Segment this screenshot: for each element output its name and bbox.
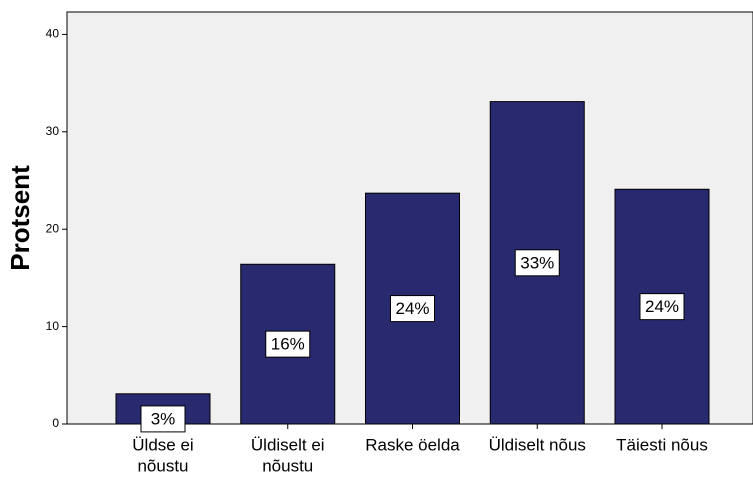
y-tick-label: 30 bbox=[46, 124, 60, 138]
value-label: 24% bbox=[395, 299, 429, 318]
x-tick-label: Raske öelda bbox=[365, 435, 460, 454]
value-label-box bbox=[390, 295, 435, 323]
value-label-box bbox=[140, 405, 186, 433]
value-label-box bbox=[514, 249, 560, 277]
value-label: 33% bbox=[520, 253, 554, 272]
y-tick-label: 40 bbox=[46, 27, 60, 41]
x-tick-label: Üldse ei bbox=[132, 435, 193, 454]
x-tick-label: nõustu bbox=[262, 456, 313, 475]
value-label: 3% bbox=[151, 409, 176, 428]
x-tick-label: Üldiselt nõus bbox=[489, 435, 586, 454]
x-tick-label: Üldiselt ei bbox=[251, 435, 325, 454]
y-axis-label: Protsent bbox=[5, 165, 35, 271]
value-label-box bbox=[265, 330, 311, 358]
y-tick-label: 0 bbox=[52, 416, 59, 430]
x-tick-label: nõustu bbox=[137, 456, 188, 475]
y-tick-label: 10 bbox=[46, 319, 60, 333]
value-label-box bbox=[639, 293, 685, 321]
x-tick-label: Täiesti nõus bbox=[616, 435, 708, 454]
y-tick-label: 20 bbox=[46, 221, 60, 235]
value-label: 24% bbox=[645, 297, 679, 316]
value-label: 16% bbox=[271, 335, 305, 354]
